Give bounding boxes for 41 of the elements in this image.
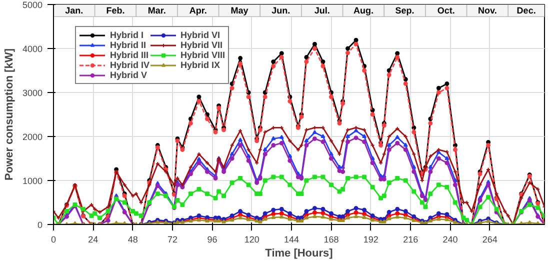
y-tick-label: 4000 [22, 44, 43, 54]
y-tick-label: 3000 [22, 88, 43, 98]
x-tick-label: 216 [403, 234, 418, 244]
x-tick-label: 120 [244, 234, 260, 244]
x-tick-label: 72 [168, 234, 178, 244]
x-tick-label: 0 [50, 234, 56, 244]
legend-label: Hybrid II [110, 40, 146, 50]
legend-label: Hybrid III [110, 50, 149, 60]
legend-label: Hybrid VIII [180, 50, 226, 60]
y-tick-label: 0 [37, 220, 43, 230]
x-tick-label: 96 [207, 234, 218, 244]
y-axis-title: Power consumption [kW] [3, 48, 16, 180]
band-label: Dec. [516, 6, 536, 16]
x-tick-label: 240 [442, 234, 458, 244]
x-tick-label: 168 [324, 234, 339, 244]
band-label: May [230, 6, 248, 16]
y-tick-label: 5000 [22, 0, 43, 10]
legend-label: Hybrid I [110, 30, 144, 40]
legend-label: Hybrid V [110, 70, 148, 80]
legend-label: Hybrid VII [180, 40, 223, 50]
y-tick-label: 2000 [22, 132, 43, 142]
band-label: Oct. [437, 6, 455, 16]
band-label: Nov. [478, 6, 497, 16]
x-tick-label: 48 [128, 234, 138, 244]
legend-label: Hybrid VI [180, 30, 220, 40]
x-tick-label: 192 [363, 234, 378, 244]
y-tick-label: 1000 [22, 176, 43, 186]
legend-label: Hybrid IV [110, 60, 150, 70]
band-label: Jul. [314, 6, 330, 16]
x-tick-label: 144 [284, 234, 300, 244]
band-label: Jun. [272, 6, 290, 16]
band-label: Sep. [395, 6, 414, 16]
x-tick-label: 24 [88, 234, 98, 244]
band-label: Apr. [189, 6, 207, 16]
band-label: Feb. [106, 6, 125, 16]
legend-label: Hybrid IX [180, 60, 220, 70]
band-label: Jan. [65, 6, 84, 16]
band-label: Mar. [148, 6, 166, 16]
x-axis-title: Time [Hours] [265, 248, 334, 260]
x-tick-label: 264 [482, 234, 498, 244]
band-label: Aug. [353, 6, 374, 16]
